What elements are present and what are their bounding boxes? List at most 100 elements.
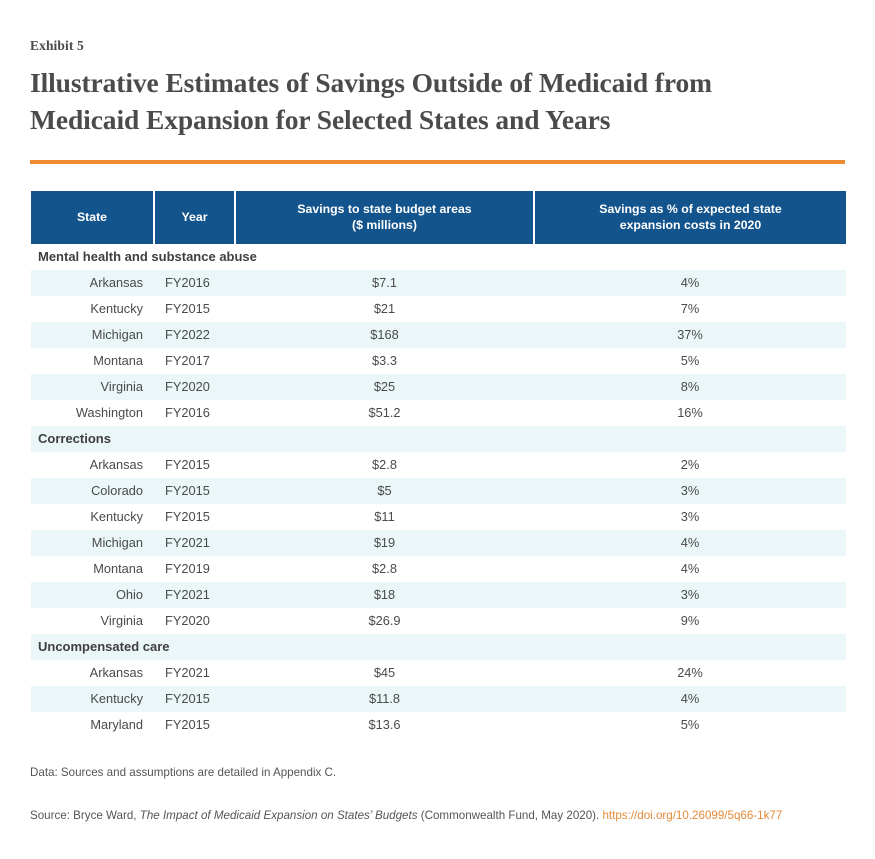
cell-savings: $45 — [235, 659, 534, 686]
cell-savings: $7.1 — [235, 269, 534, 296]
cell-percent: 9% — [534, 607, 846, 634]
cell-year: FY2015 — [154, 451, 235, 478]
accent-rule — [30, 160, 845, 165]
table-row: Ohio FY2021 $18 3% — [31, 581, 846, 608]
cell-percent: 8% — [534, 373, 846, 400]
cell-state: Maryland — [31, 711, 154, 738]
cell-percent: 4% — [534, 269, 846, 296]
cell-year: FY2022 — [154, 321, 235, 348]
cell-savings: $3.3 — [235, 347, 534, 374]
exhibit-table-container: State Year Savings to state budget areas… — [30, 191, 847, 738]
cell-savings: $51.2 — [235, 399, 534, 426]
cell-percent: 37% — [534, 321, 846, 348]
cell-percent: 5% — [534, 347, 846, 374]
table-row: Michigan FY2021 $19 4% — [31, 529, 846, 556]
cell-percent: 4% — [534, 555, 846, 582]
table-row: Arkansas FY2015 $2.8 2% — [31, 451, 846, 478]
cell-year: FY2016 — [154, 269, 235, 296]
source-doi-link[interactable]: https://doi.org/10.26099/5q66-1k77 — [602, 808, 783, 822]
cell-state: Montana — [31, 555, 154, 582]
cell-state: Michigan — [31, 529, 154, 556]
column-header-savings: Savings to state budget areas ($ million… — [234, 191, 535, 244]
column-header-savings-line1: Savings to state budget areas — [297, 202, 472, 217]
source-line: Source: Bryce Ward, The Impact of Medica… — [30, 807, 845, 824]
cell-savings: $21 — [235, 295, 534, 322]
cell-year: FY2015 — [154, 503, 235, 530]
cell-savings: $18 — [235, 581, 534, 608]
savings-table: State Year Savings to state budget areas… — [30, 191, 847, 738]
table-row: Kentucky FY2015 $11 3% — [31, 503, 846, 530]
cell-state: Montana — [31, 347, 154, 374]
cell-year: FY2015 — [154, 295, 235, 322]
column-header-percent-line2: expansion costs in 2020 — [619, 218, 762, 233]
table-body: Mental health and substance abuse Arkansa… — [31, 243, 846, 738]
section-header-row: Mental health and substance abuse — [31, 243, 846, 270]
table-row: Michigan FY2022 $168 37% — [31, 321, 846, 348]
cell-state: Kentucky — [31, 295, 154, 322]
cell-year: FY2020 — [154, 373, 235, 400]
cell-state: Michigan — [31, 321, 154, 348]
table-row: Montana FY2017 $3.3 5% — [31, 347, 846, 374]
column-header-year-label: Year — [181, 210, 208, 225]
section-header-row: Corrections — [31, 425, 846, 452]
cell-percent: 4% — [534, 685, 846, 712]
cell-state: Virginia — [31, 373, 154, 400]
cell-state: Ohio — [31, 581, 154, 608]
section-header-label: Mental health and substance abuse — [31, 243, 846, 270]
section-header-row: Uncompensated care — [31, 633, 846, 660]
table-header: State Year Savings to state budget areas… — [31, 191, 846, 244]
cell-savings: $13.6 — [235, 711, 534, 738]
table-row: Kentucky FY2015 $11.8 4% — [31, 685, 846, 712]
cell-state: Colorado — [31, 477, 154, 504]
cell-year: FY2015 — [154, 685, 235, 712]
table-row: Virginia FY2020 $25 8% — [31, 373, 846, 400]
cell-percent: 3% — [534, 503, 846, 530]
cell-year: FY2015 — [154, 711, 235, 738]
cell-percent: 5% — [534, 711, 846, 738]
column-header-state-label: State — [76, 210, 108, 225]
section-header-label: Uncompensated care — [31, 633, 846, 660]
table-row: Washington FY2016 $51.2 16% — [31, 399, 846, 426]
cell-savings: $5 — [235, 477, 534, 504]
source-title: The Impact of Medicaid Expansion on Stat… — [139, 808, 418, 822]
cell-percent: 24% — [534, 659, 846, 686]
table-row: Montana FY2019 $2.8 4% — [31, 555, 846, 582]
cell-savings: $25 — [235, 373, 534, 400]
cell-savings: $168 — [235, 321, 534, 348]
cell-year: FY2020 — [154, 607, 235, 634]
cell-year: FY2021 — [154, 581, 235, 608]
column-header-year: Year — [153, 191, 236, 244]
cell-year: FY2017 — [154, 347, 235, 374]
table-row: Arkansas FY2016 $7.1 4% — [31, 269, 846, 296]
cell-year: FY2019 — [154, 555, 235, 582]
table-header-row: State Year Savings to state budget areas… — [31, 191, 846, 244]
section-header-label: Corrections — [31, 425, 846, 452]
cell-state: Kentucky — [31, 503, 154, 530]
cell-savings: $26.9 — [235, 607, 534, 634]
cell-savings: $11.8 — [235, 685, 534, 712]
table-row: Arkansas FY2021 $45 24% — [31, 659, 846, 686]
cell-year: FY2021 — [154, 659, 235, 686]
column-header-percent: Savings as % of expected state expansion… — [533, 191, 846, 244]
cell-percent: 3% — [534, 477, 846, 504]
cell-year: FY2016 — [154, 399, 235, 426]
cell-percent: 4% — [534, 529, 846, 556]
cell-percent: 7% — [534, 295, 846, 322]
cell-percent: 2% — [534, 451, 846, 478]
cell-year: FY2015 — [154, 477, 235, 504]
source-middle: (Commonwealth Fund, May 2020). — [417, 808, 603, 822]
exhibit-label: Exhibit 5 — [30, 38, 84, 53]
cell-savings: $19 — [235, 529, 534, 556]
column-header-percent-line1: Savings as % of expected state — [599, 202, 782, 217]
cell-savings: $2.8 — [235, 555, 534, 582]
cell-state: Arkansas — [31, 451, 154, 478]
cell-state: Virginia — [31, 607, 154, 634]
table-row: Virginia FY2020 $26.9 9% — [31, 607, 846, 634]
data-note: Data: Sources and assumptions are detail… — [30, 765, 337, 779]
table-row: Maryland FY2015 $13.6 5% — [31, 711, 846, 738]
exhibit-footer: Data: Sources and assumptions are detail… — [30, 764, 845, 825]
cell-state: Washington — [31, 399, 154, 426]
page-title: Illustrative Estimates of Savings Outsid… — [30, 67, 712, 135]
cell-savings: $11 — [235, 503, 534, 530]
